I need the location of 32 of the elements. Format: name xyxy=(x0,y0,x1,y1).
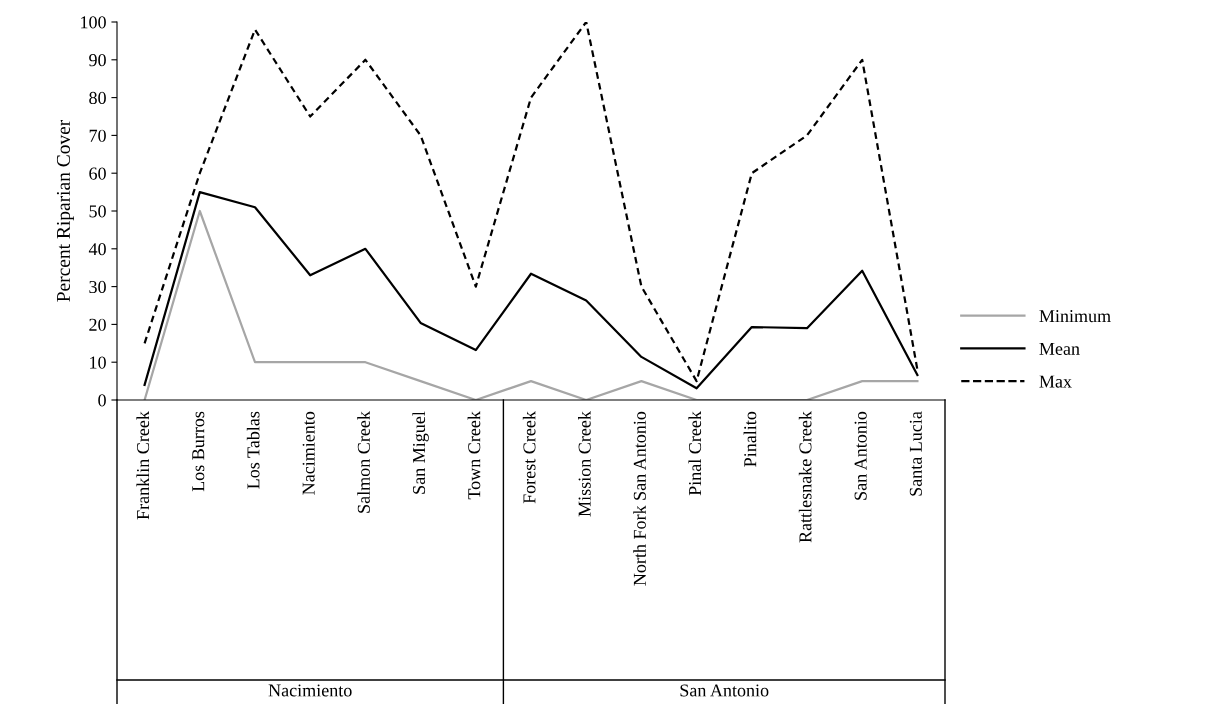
x-tick-label: Nacimiento xyxy=(302,411,315,495)
y-tick-label: 0 xyxy=(98,394,106,407)
y-tick-label: 40 xyxy=(88,243,106,256)
x-tick-label: Franklin Creek xyxy=(136,411,150,520)
legend-label: Max xyxy=(1039,375,1072,388)
x-tick-label: Pinal Creek xyxy=(688,411,702,496)
y-tick-label: 50 xyxy=(89,205,106,218)
text: San Antonio xyxy=(680,684,769,697)
x-tick-label: Town Creek xyxy=(467,411,481,500)
x-tick-label: Forest Creek xyxy=(522,411,536,504)
x-tick-label: Santa Lucia xyxy=(909,411,922,496)
x-tick-label: Salmon Creek xyxy=(357,411,370,513)
x-tick-label: San Miguel xyxy=(412,411,429,494)
y-tick-label: 100 xyxy=(81,16,106,29)
x-tick-label: Los Burros xyxy=(192,411,205,492)
y-tick-label: 60 xyxy=(89,167,106,180)
x-tick-label: Los Tablas xyxy=(246,411,260,489)
x-tick-label: North Fork San Antonio xyxy=(633,411,646,586)
y-axis-title: Percent Riparian Cover xyxy=(56,119,74,302)
y-tick-label: 70 xyxy=(89,129,106,142)
text: Nacimiento xyxy=(268,684,352,697)
y-tick-label: 30 xyxy=(89,280,106,294)
x-tick-label: Rattlesnake Creek xyxy=(798,411,812,543)
y-tick-label: 80 xyxy=(89,91,106,105)
y-tick-label: 20 xyxy=(89,318,106,331)
y-tick-label: 90 xyxy=(89,54,106,67)
legend-label: Minimum xyxy=(1039,310,1111,323)
x-tick-label: Pinalito xyxy=(743,411,757,467)
x-tick-label: Mission Creek xyxy=(578,411,591,517)
y-tick-label: 10 xyxy=(90,356,106,369)
x-tick-label: San Antonio xyxy=(854,411,867,500)
legend-label: Mean xyxy=(1039,342,1080,355)
